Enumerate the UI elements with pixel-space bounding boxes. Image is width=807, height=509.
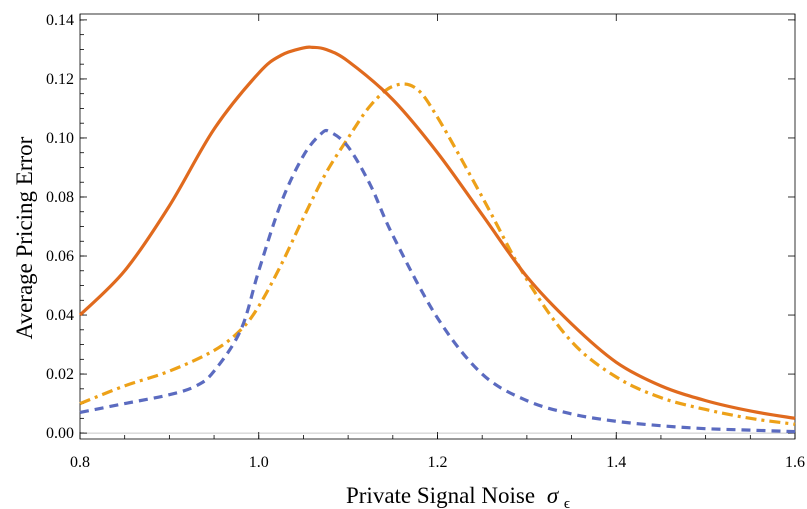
x-axis-title-text: Private Signal Noise xyxy=(346,483,535,508)
x-tick-label: 1.6 xyxy=(785,454,805,471)
x-tick-label: 1.0 xyxy=(249,454,269,471)
plot-area xyxy=(79,13,796,440)
y-tick-label: 0.06 xyxy=(46,248,74,265)
y-tick-label: 0.02 xyxy=(46,366,74,383)
y-tick-label: 0.00 xyxy=(46,425,74,442)
y-axis-title: Average Pricing Error xyxy=(12,136,37,339)
y-tick-label: 0.12 xyxy=(46,71,74,88)
plot-frame xyxy=(79,13,796,440)
series-dashdot-line xyxy=(79,82,796,426)
y-tick-label: 0.04 xyxy=(46,307,74,324)
x-axis-title-subscript: ϵ xyxy=(564,496,570,509)
x-tick-label: 0.8 xyxy=(70,454,90,471)
x-tick-label: 1.2 xyxy=(428,454,448,471)
x-axis-title-symbol: σ xyxy=(547,483,560,508)
x-tick-label: 1.4 xyxy=(606,454,626,471)
x-axis: 0.8 1.0 1.2 1.4 1.6 xyxy=(70,14,805,471)
y-tick-label: 0.08 xyxy=(46,189,74,206)
x-axis-title: Private Signal Noise σ ϵ xyxy=(346,483,570,509)
y-axis: 0.00 0.02 0.04 0.06 0.08 0.10 0.12 0.14 xyxy=(46,12,795,442)
y-tick-label: 0.10 xyxy=(46,130,74,147)
series-solid-line xyxy=(78,45,796,420)
series-layer xyxy=(78,45,796,434)
series-dashed-line xyxy=(79,128,796,434)
y-tick-label: 0.14 xyxy=(46,12,74,29)
